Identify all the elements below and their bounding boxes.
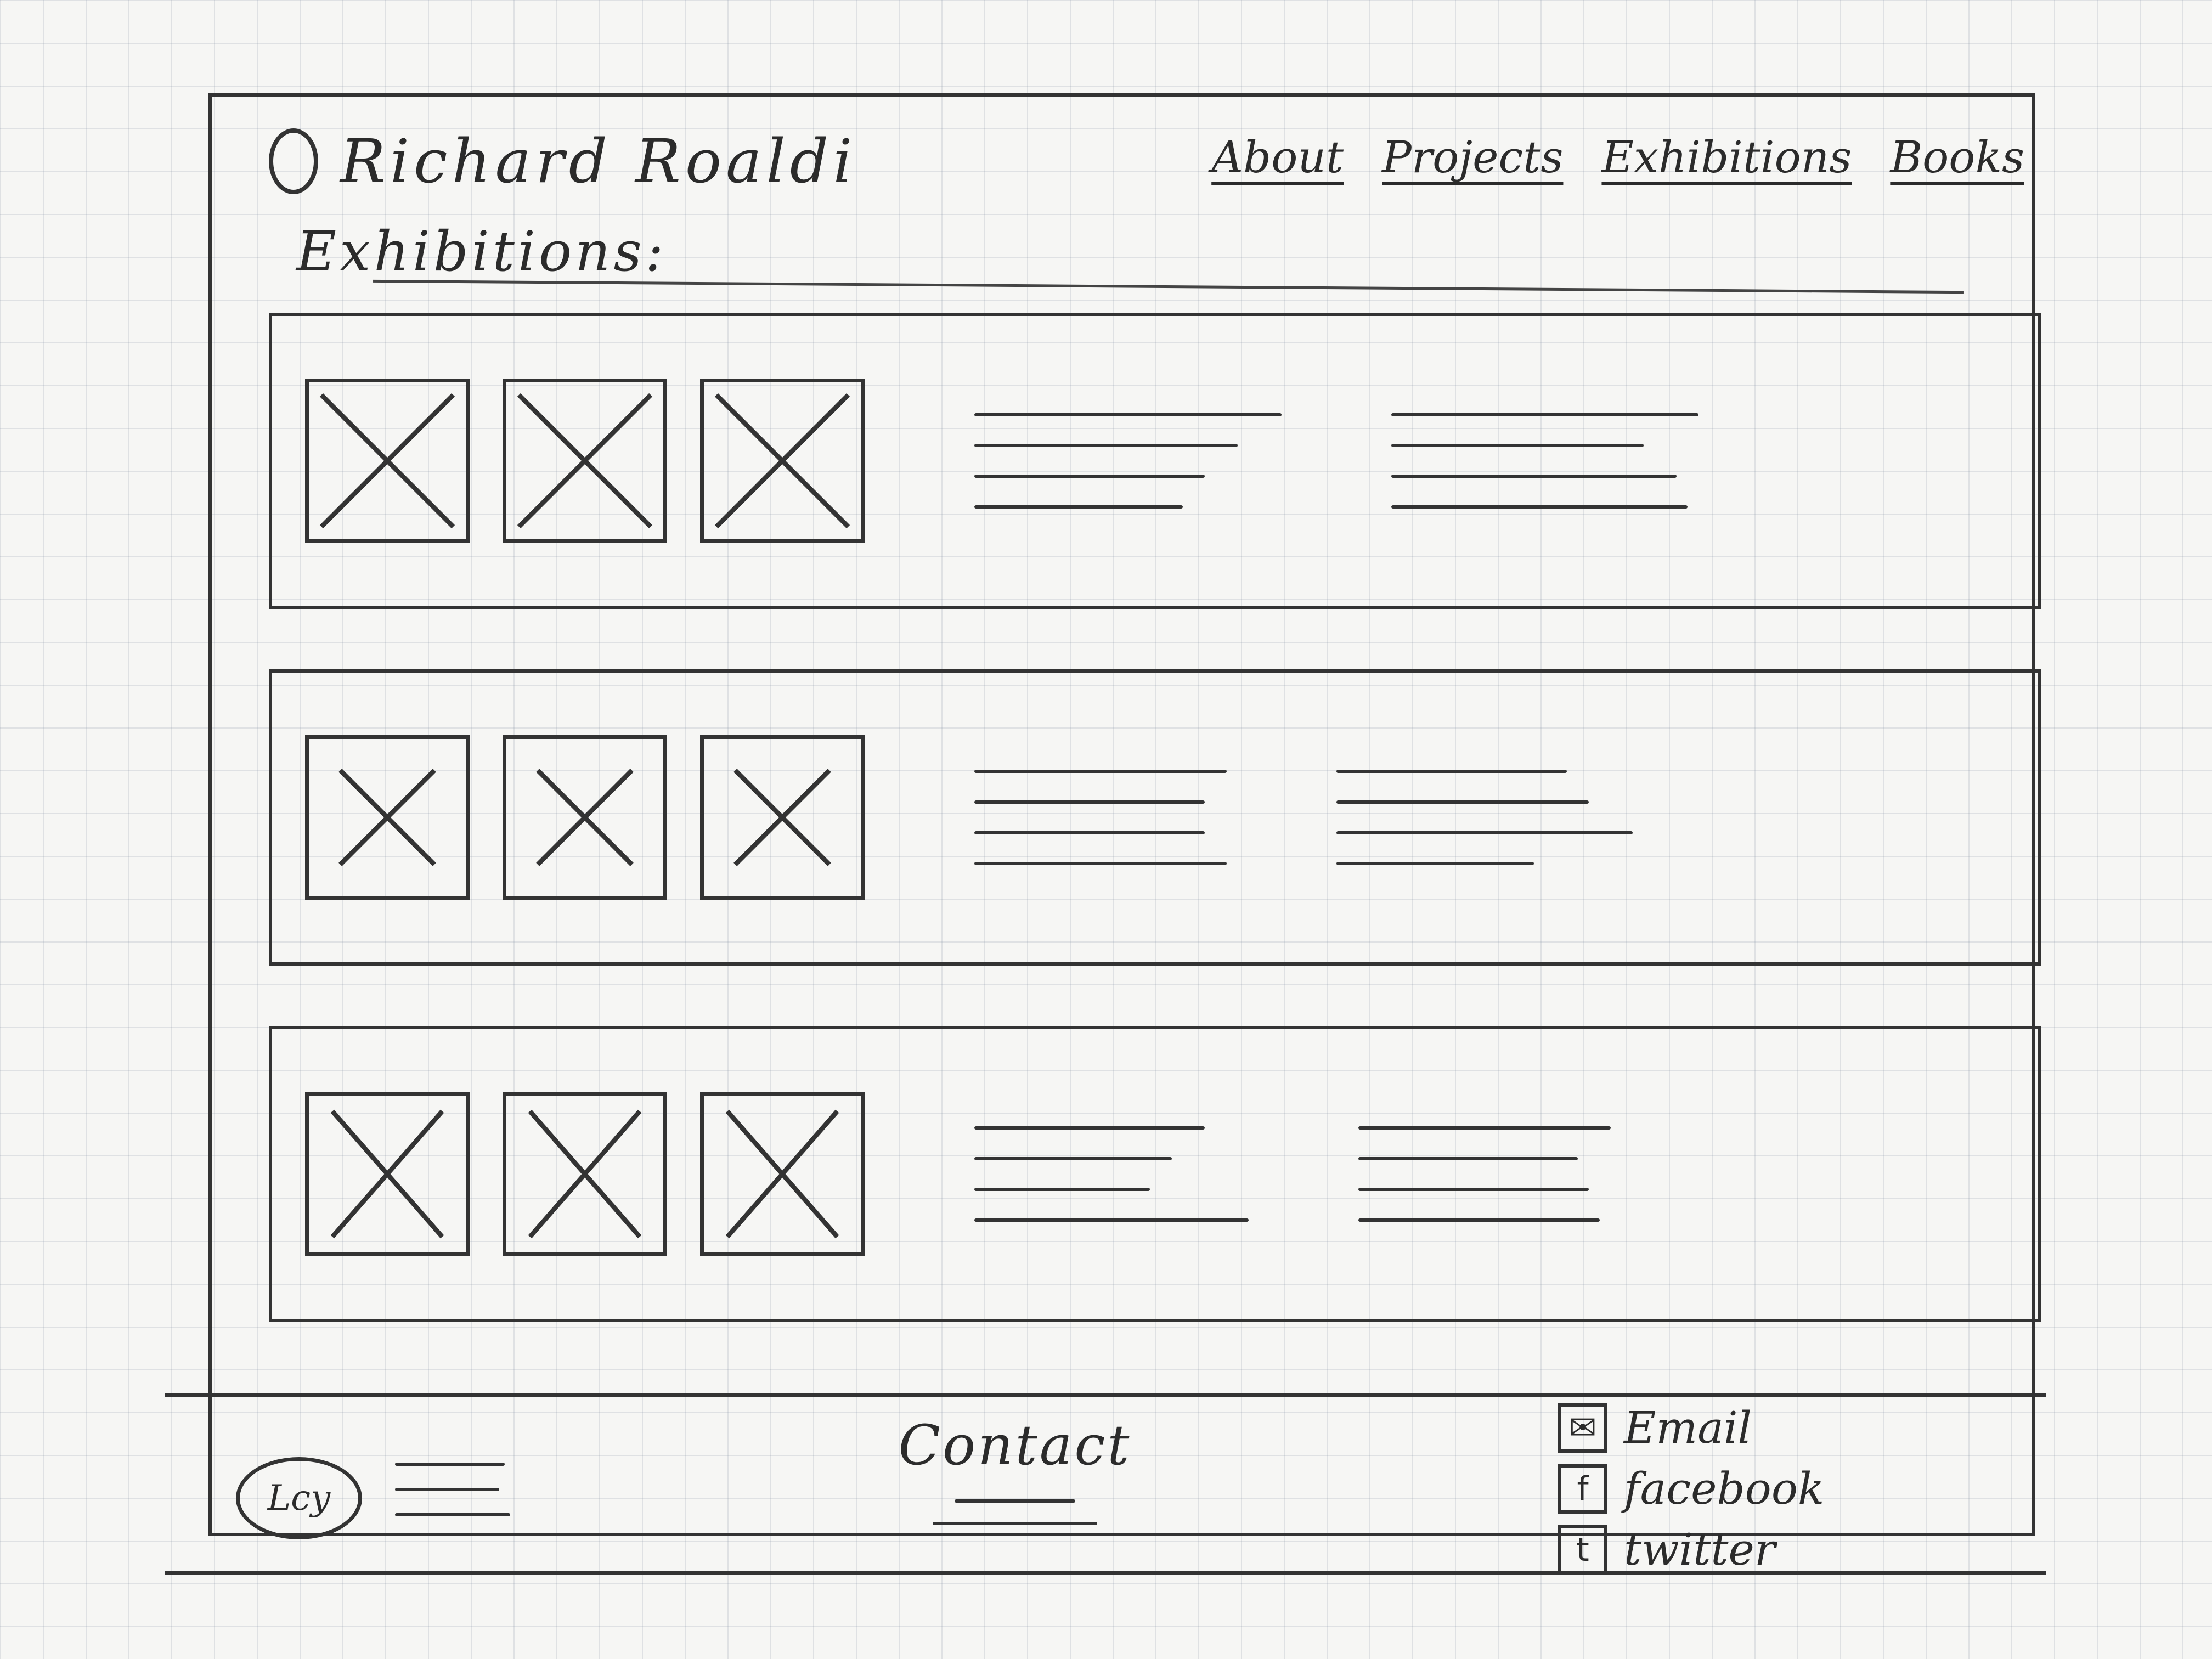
contact-heading: Contact: [898, 1413, 1132, 1477]
page-title: Exhibitions:: [296, 219, 667, 284]
brand[interactable]: Richard Roaldi: [269, 126, 856, 196]
image-placeholder-icon[interactable]: [503, 735, 667, 900]
text-line: [974, 1188, 1150, 1191]
text-line: [1358, 1188, 1589, 1191]
nav-exhibitions[interactable]: Exhibitions: [1601, 132, 1852, 183]
facebook-icon: f: [1558, 1464, 1607, 1514]
text-line: [1391, 413, 1699, 416]
text-line: [1391, 475, 1677, 478]
description-group: [974, 1126, 1611, 1222]
text-line: [395, 1488, 499, 1491]
text-line: [974, 1126, 1205, 1130]
nav-about[interactable]: About: [1211, 132, 1344, 183]
twitter-icon: t: [1558, 1525, 1607, 1575]
logo-icon: [269, 128, 318, 194]
thumbnail-group: [305, 735, 865, 900]
text-line: [974, 800, 1205, 804]
main-nav: About Projects Exhibitions Books: [1211, 132, 2024, 183]
text-line: [1336, 831, 1633, 834]
contact-block: Contact: [878, 1413, 1152, 1525]
footer-logo[interactable]: Lcy: [236, 1457, 362, 1539]
social-label: facebook: [1624, 1463, 1825, 1514]
text-line: [933, 1522, 1097, 1525]
text-line: [1358, 1157, 1578, 1160]
nav-projects[interactable]: Projects: [1382, 132, 1564, 183]
text-placeholder: [1336, 770, 1633, 865]
text-line: [1391, 444, 1644, 447]
text-line: [1391, 505, 1688, 509]
exhibition-list: [269, 313, 2041, 1383]
footer-text-placeholder: [395, 1463, 510, 1516]
text-line: [974, 1157, 1172, 1160]
site-footer: Lcy Contact ✉ Email f facebook t twitter: [165, 1393, 2046, 1575]
image-placeholder-icon[interactable]: [503, 1092, 667, 1256]
site-header: Richard Roaldi About Projects Exhibition…: [269, 115, 2035, 225]
social-facebook[interactable]: f facebook: [1558, 1463, 1824, 1514]
text-placeholder: [1358, 1126, 1611, 1222]
text-line: [974, 1218, 1249, 1222]
text-line: [974, 475, 1205, 478]
contact-text-placeholder: [878, 1499, 1152, 1525]
description-group: [974, 770, 1633, 865]
text-placeholder: [1391, 413, 1699, 509]
text-line: [1358, 1126, 1611, 1130]
image-placeholder-icon[interactable]: [700, 1092, 865, 1256]
image-placeholder-icon[interactable]: [700, 735, 865, 900]
text-line: [955, 1499, 1075, 1503]
social-links: ✉ Email f facebook t twitter: [1558, 1402, 1824, 1575]
thumbnail-group: [305, 1092, 865, 1256]
image-placeholder-icon[interactable]: [700, 379, 865, 543]
page-frame: [208, 93, 2035, 1536]
text-placeholder: [974, 770, 1227, 865]
text-line: [395, 1513, 510, 1516]
text-placeholder: [974, 1126, 1249, 1222]
text-line: [974, 770, 1227, 773]
text-line: [974, 831, 1205, 834]
social-label: twitter: [1624, 1524, 1776, 1575]
text-line: [1358, 1218, 1600, 1222]
social-twitter[interactable]: t twitter: [1558, 1524, 1824, 1575]
text-line: [974, 444, 1238, 447]
nav-books[interactable]: Books: [1890, 132, 2024, 183]
image-placeholder-icon[interactable]: [503, 379, 667, 543]
text-line: [1336, 770, 1567, 773]
text-placeholder: [974, 413, 1282, 509]
text-line: [395, 1463, 505, 1466]
text-line: [1336, 862, 1534, 865]
image-placeholder-icon[interactable]: [305, 735, 470, 900]
exhibition-row-1[interactable]: [269, 313, 2041, 609]
thumbnail-group: [305, 379, 865, 543]
email-icon: ✉: [1558, 1403, 1607, 1453]
brand-name: Richard Roaldi: [340, 126, 857, 196]
exhibition-row-3[interactable]: [269, 1026, 2041, 1322]
text-line: [974, 413, 1282, 416]
text-line: [1336, 800, 1589, 804]
social-email[interactable]: ✉ Email: [1558, 1402, 1824, 1453]
text-line: [974, 862, 1227, 865]
exhibition-row-2[interactable]: [269, 669, 2041, 966]
social-label: Email: [1624, 1402, 1752, 1453]
image-placeholder-icon[interactable]: [305, 1092, 470, 1256]
text-line: [974, 505, 1183, 509]
image-placeholder-icon[interactable]: [305, 379, 470, 543]
description-group: [974, 413, 1699, 509]
